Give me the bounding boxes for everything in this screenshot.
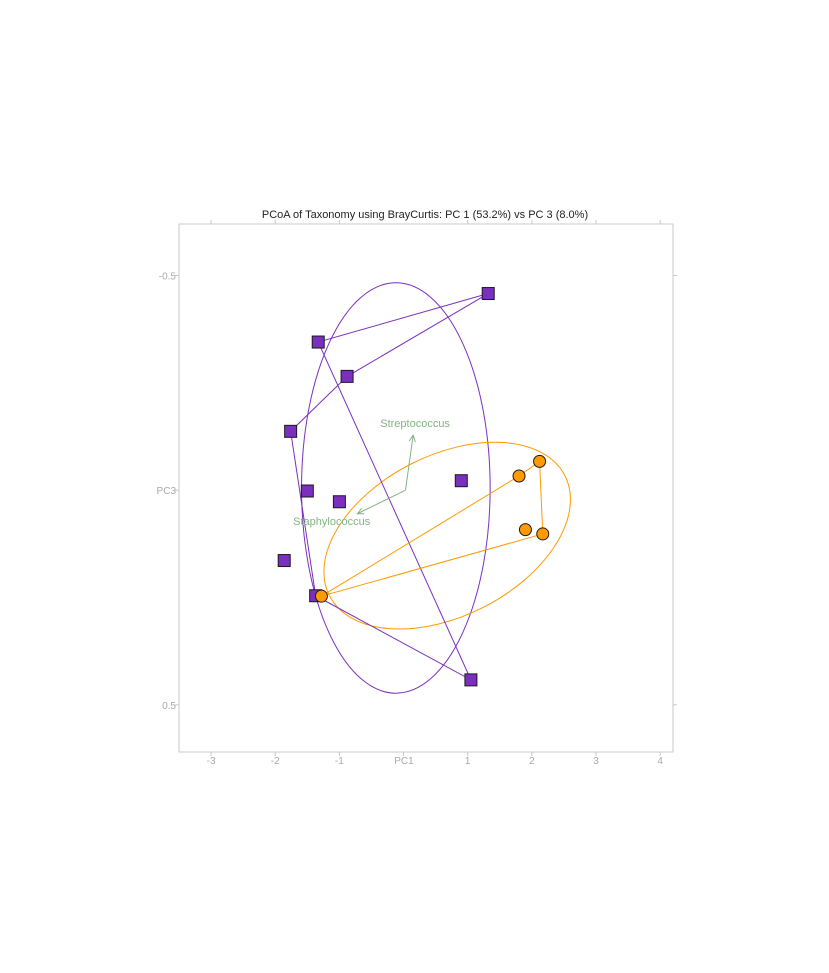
data-point-square <box>300 484 314 498</box>
data-point-circle <box>518 523 532 537</box>
y-axis-label: PC3 <box>157 486 177 497</box>
data-point-square <box>481 287 495 301</box>
plot-frame <box>178 223 674 753</box>
group-ellipse-1 <box>301 282 491 694</box>
group-ellipse-2 <box>323 441 571 630</box>
group-hull-2 <box>321 460 544 597</box>
group-ellipses <box>301 282 571 694</box>
chart-title: PCoA of Taxonomy using BrayCurtis: PC 1 … <box>262 209 588 221</box>
biplot-arrow-head <box>356 507 365 515</box>
biplot-arrow-line <box>404 435 414 491</box>
data-point-square <box>332 495 346 509</box>
y-axis-ticks: -0.5 0.5 <box>159 272 677 712</box>
data-point-square <box>277 554 291 568</box>
biplot-arrow-label: Staphylococcus <box>293 516 371 528</box>
data-point-square <box>311 335 325 349</box>
x-tick-label: -2 <box>271 756 280 767</box>
y-tick-label: 0.5 <box>162 701 176 712</box>
x-tick-label: -1 <box>335 756 344 767</box>
data-points <box>277 287 550 687</box>
data-point-square <box>464 673 478 687</box>
x-tick-label: 3 <box>593 756 599 767</box>
data-point-circle <box>536 527 550 541</box>
data-point-square <box>340 369 354 383</box>
x-axis-ticks: -3 -2 -1 1 2 3 4 <box>207 220 663 767</box>
biplot-arrow-head <box>408 434 416 443</box>
y-tick-label: -0.5 <box>159 272 177 283</box>
biplot-arrows: Streptococcus Staphylococcus <box>293 418 450 528</box>
biplot-arrow-label: Streptococcus <box>380 418 450 430</box>
x-tick-label: 4 <box>657 756 663 767</box>
group-hulls <box>290 293 544 682</box>
x-tick-label: -3 <box>207 756 216 767</box>
data-point-circle <box>314 589 328 603</box>
x-tick-label: 2 <box>529 756 535 767</box>
data-point-square <box>284 424 298 438</box>
x-tick-label: 1 <box>465 756 471 767</box>
biplot-arrow-line <box>357 489 406 515</box>
x-axis-label: PC1 <box>394 756 414 767</box>
data-point-circle <box>533 454 547 468</box>
data-point-square <box>454 474 468 488</box>
data-point-circle <box>512 469 526 483</box>
